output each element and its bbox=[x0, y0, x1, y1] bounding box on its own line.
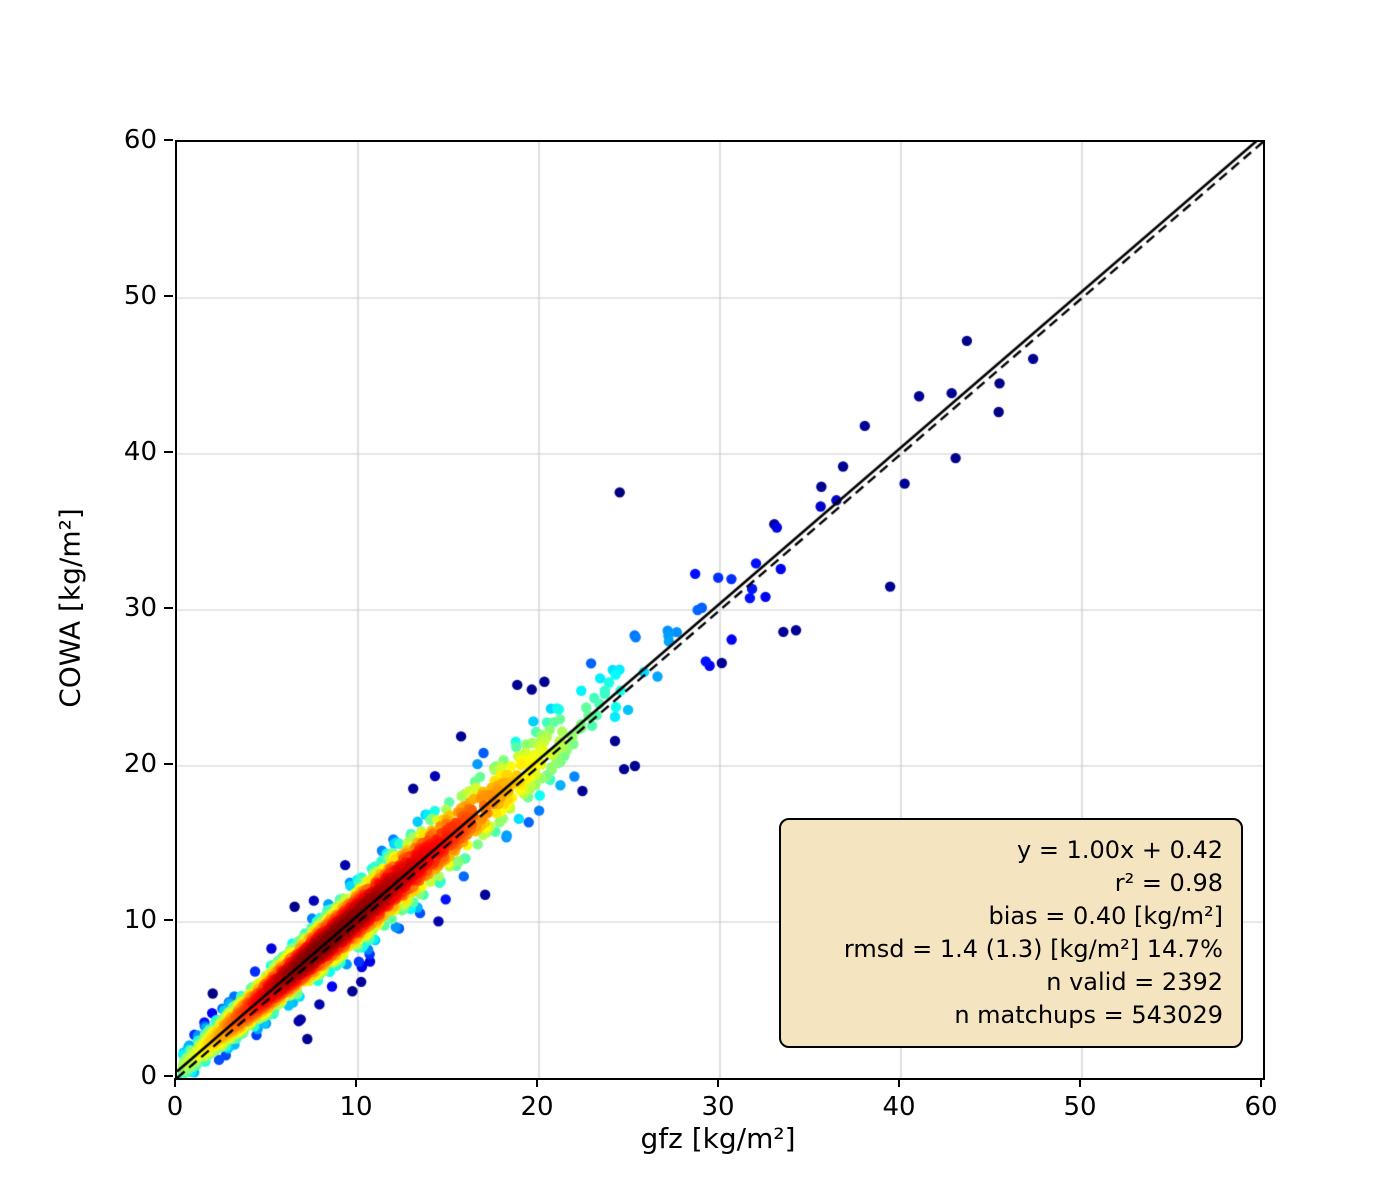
plot-area bbox=[175, 140, 1265, 1080]
y-tick-label: 20 bbox=[123, 749, 157, 779]
y-tick-mark bbox=[164, 451, 173, 453]
x-tick-mark bbox=[536, 1078, 538, 1087]
y-tick-label: 0 bbox=[140, 1061, 157, 1091]
x-tick-mark bbox=[1079, 1078, 1081, 1087]
y-tick-mark bbox=[164, 139, 173, 141]
y-axis-label-text: COWA [kg/m²] bbox=[53, 508, 87, 708]
stats-line-nvalid: n valid = 2392 bbox=[1046, 968, 1223, 996]
stats-line-fit: y = 1.00x + 0.42 bbox=[1016, 836, 1223, 864]
stats-line-rmsd: rmsd = 1.4 (1.3) [kg/m²] 14.7% bbox=[843, 935, 1223, 963]
stats-line-bias: bias = 0.40 [kg/m²] bbox=[988, 902, 1224, 930]
y-tick-label: 10 bbox=[123, 905, 157, 935]
x-tick-mark bbox=[717, 1078, 719, 1087]
x-axis-label: gfz [kg/m²] bbox=[640, 1122, 796, 1155]
y-tick-label: 30 bbox=[123, 593, 157, 623]
x-tick-mark bbox=[898, 1078, 900, 1087]
x-tick-label: 40 bbox=[882, 1092, 916, 1122]
y-tick-mark bbox=[164, 763, 173, 765]
stats-box: y = 1.00x + 0.42 r² = 0.98 bias = 0.40 [… bbox=[779, 818, 1243, 1048]
stats-line-r2: r² = 0.98 bbox=[1114, 869, 1223, 897]
y-tick-mark bbox=[164, 919, 173, 921]
y-tick-mark bbox=[164, 1075, 173, 1077]
x-tick-label: 20 bbox=[520, 1092, 554, 1122]
stats-line-nmatchups: n matchups = 543029 bbox=[954, 1001, 1223, 1029]
x-tick-label: 0 bbox=[166, 1092, 184, 1122]
x-tick-mark bbox=[1260, 1078, 1262, 1087]
x-tick-mark bbox=[355, 1078, 357, 1087]
y-tick-label: 50 bbox=[123, 281, 157, 311]
y-tick-label: 40 bbox=[123, 437, 157, 467]
y-tick-mark bbox=[164, 607, 173, 609]
y-tick-mark bbox=[164, 295, 173, 297]
x-tick-label: 30 bbox=[701, 1092, 735, 1122]
x-tick-label: 60 bbox=[1244, 1092, 1278, 1122]
x-tick-label: 10 bbox=[339, 1092, 373, 1122]
x-tick-label: 50 bbox=[1063, 1092, 1097, 1122]
y-tick-label: 60 bbox=[123, 125, 157, 155]
x-tick-mark bbox=[174, 1078, 176, 1087]
